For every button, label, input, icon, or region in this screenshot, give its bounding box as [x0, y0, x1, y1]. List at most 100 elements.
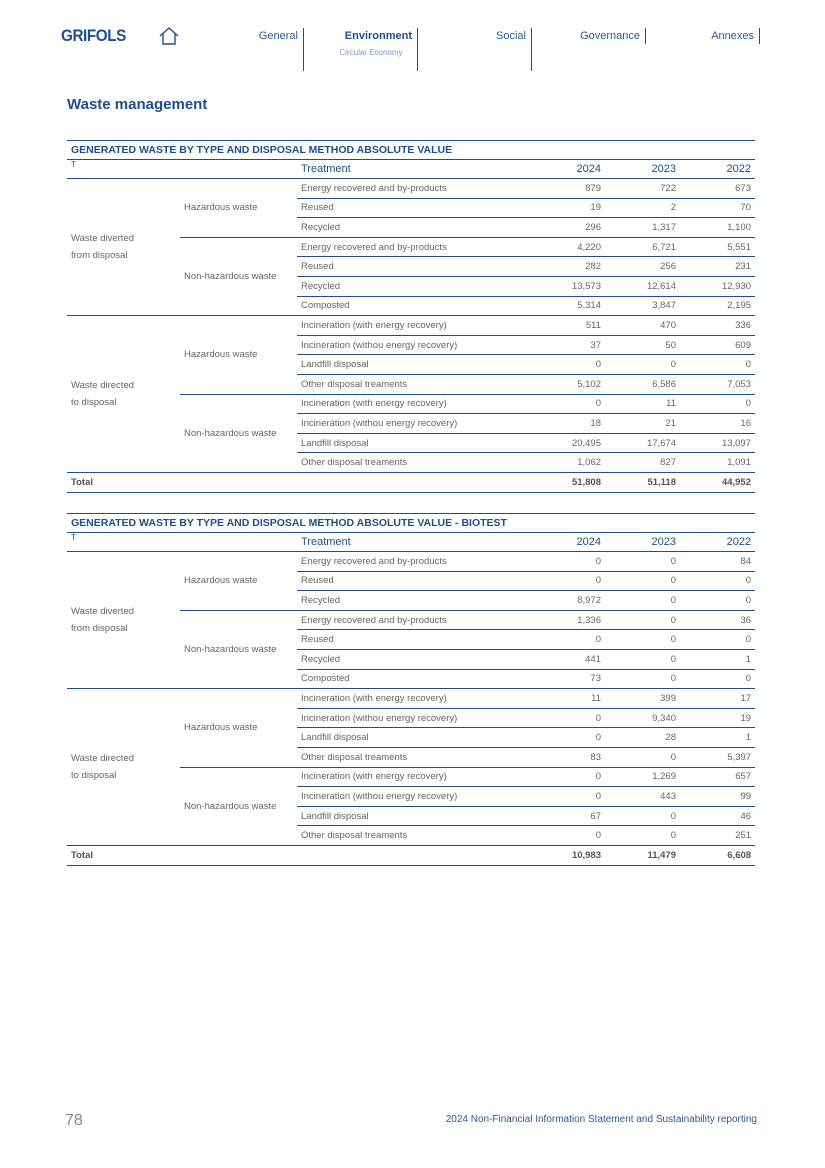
- value-cell: 0: [530, 571, 605, 592]
- value-cell: 1: [680, 727, 756, 748]
- nav-sublabel: Circular Economy: [339, 48, 403, 57]
- value-cell: 70: [680, 198, 755, 219]
- nav-separator: [759, 28, 760, 44]
- group-label: Waste diverted from disposal: [71, 606, 135, 635]
- value-cell: 1,062: [530, 452, 605, 473]
- page-number: 78: [65, 1112, 83, 1129]
- nav-item[interactable]: General: [258, 30, 298, 42]
- value-cell: 50: [605, 335, 680, 356]
- nav-label: Environment: [344, 30, 412, 42]
- data-row: Recycled 441 0 1: [67, 649, 756, 670]
- logo[interactable]: GRIFOLS: [61, 26, 126, 45]
- value-cell: 0: [530, 825, 605, 846]
- treatment-cell: Recycled: [297, 217, 530, 238]
- data-row: Landfill disposal 20,495 17,674 13,097: [67, 433, 755, 454]
- total-row: Total 10,983 11,479 6,608: [67, 845, 756, 866]
- data-row: Reused 19 2 70: [67, 198, 755, 219]
- subgroup-label: Non-hazardous waste: [180, 237, 297, 317]
- value-cell: 67: [530, 806, 605, 827]
- value-cell: 879: [530, 178, 605, 199]
- group-cell: Waste diverted from disposal: [67, 551, 180, 690]
- header-cell: 2022: [680, 159, 755, 179]
- header-cell: Treatment: [297, 532, 530, 552]
- value-cell: 0: [530, 551, 605, 572]
- treatment-cell: Incineration (with energy recovery): [297, 315, 530, 336]
- value-cell: 0: [605, 649, 680, 670]
- nav-label: Governance: [580, 30, 640, 42]
- value-cell: 20,495: [530, 433, 605, 454]
- header-cell: 2024: [530, 532, 605, 552]
- value-cell: 282: [530, 256, 605, 277]
- value-cell: 11: [530, 688, 605, 709]
- nav-item[interactable]: Governance: [560, 30, 640, 42]
- value-cell: 37: [530, 335, 605, 356]
- group-label: Waste directed to disposal: [71, 753, 135, 782]
- home-icon[interactable]: [158, 26, 180, 46]
- value-cell: 1,336: [530, 610, 605, 631]
- data-row: Other disposal treaments 0 0 251: [67, 825, 756, 846]
- data-row: Waste diverted from disposal Hazardous wa…: [67, 178, 755, 317]
- treatment-cell: Incineration (with energy recovery): [297, 767, 530, 788]
- treatment-cell: Energy recovered and by-products: [297, 551, 530, 572]
- data-row: Waste diverted from disposal Hazardous wa…: [67, 551, 756, 690]
- header-cell: 2024: [530, 159, 605, 179]
- value-cell: 0: [680, 571, 756, 592]
- value-cell: 256: [605, 256, 680, 277]
- header-cell: T: [67, 159, 297, 179]
- treatment-cell: Landfill disposal: [297, 727, 530, 748]
- subgroup-label: Non-hazardous waste: [180, 610, 297, 690]
- value-cell: 28: [605, 727, 680, 748]
- treatment-cell: Recycled: [297, 276, 530, 297]
- data-table: GENERATED WASTE BY TYPE AND DISPOSAL MET…: [67, 513, 756, 866]
- total-value: 44,952: [680, 472, 755, 493]
- value-cell: 0: [605, 571, 680, 592]
- value-cell: 511: [530, 315, 605, 336]
- treatment-cell: Energy recovered and by-products: [297, 237, 530, 258]
- nav-item[interactable]: Social: [460, 30, 526, 42]
- treatment-cell: Reused: [297, 571, 530, 592]
- title-row: GENERATED WASTE BY TYPE AND DISPOSAL MET…: [67, 513, 756, 533]
- nav-label: Annexes: [711, 30, 754, 42]
- value-cell: 6,586: [605, 374, 680, 395]
- value-cell: 3,847: [605, 296, 680, 317]
- value-cell: 0: [680, 354, 755, 375]
- treatment-cell: Other disposal treaments: [297, 452, 530, 473]
- value-cell: 470: [605, 315, 680, 336]
- data-row: Incineration (withou energy recovery) 0 9,…: [67, 708, 756, 729]
- value-cell: 0: [530, 708, 605, 729]
- data-row: Non-hazardous waste Incineration (with en…: [67, 767, 756, 846]
- total-row: Total 51,808 51,118 44,952: [67, 472, 755, 493]
- value-cell: 16: [680, 413, 755, 434]
- data-row: Composted 5,314 3,847 2,195: [67, 296, 755, 317]
- total-value: 6,608: [680, 845, 756, 866]
- value-cell: 827: [605, 452, 680, 473]
- header-row: T Treatment 2024 2023 2022: [67, 159, 755, 179]
- nav-item[interactable]: Annexes: [700, 30, 754, 42]
- value-cell: 0: [680, 590, 756, 611]
- treatment-cell: Landfill disposal: [297, 354, 530, 375]
- value-cell: 0: [605, 806, 680, 827]
- value-cell: 19: [680, 708, 756, 729]
- treatment-cell: Landfill disposal: [297, 806, 530, 827]
- treatment-cell: Incineration (with energy recovery): [297, 394, 530, 415]
- group-label: Waste directed to disposal: [71, 380, 135, 409]
- value-cell: 231: [680, 256, 755, 277]
- nav-item[interactable]: Environment Circular Economy: [330, 30, 412, 57]
- group-cell: Waste directed to disposal: [67, 688, 180, 846]
- treatment-cell: Incineration (withou energy recovery): [297, 413, 530, 434]
- value-cell: 0: [605, 551, 680, 572]
- total-label: Total: [67, 472, 530, 493]
- data-row: Landfill disposal 0 28 1: [67, 727, 756, 748]
- value-cell: 443: [605, 786, 680, 807]
- value-cell: 4,220: [530, 237, 605, 258]
- treatment-cell: Composted: [297, 296, 530, 317]
- header-cell: 2023: [605, 159, 680, 179]
- value-cell: 83: [530, 747, 605, 768]
- value-cell: 2: [605, 198, 680, 219]
- value-cell: 12,614: [605, 276, 680, 297]
- value-cell: 0: [530, 786, 605, 807]
- value-cell: 13,097: [680, 433, 755, 454]
- treatment-cell: Incineration (withou energy recovery): [297, 708, 530, 729]
- header-cell: Treatment: [297, 159, 530, 179]
- value-cell: 609: [680, 335, 755, 356]
